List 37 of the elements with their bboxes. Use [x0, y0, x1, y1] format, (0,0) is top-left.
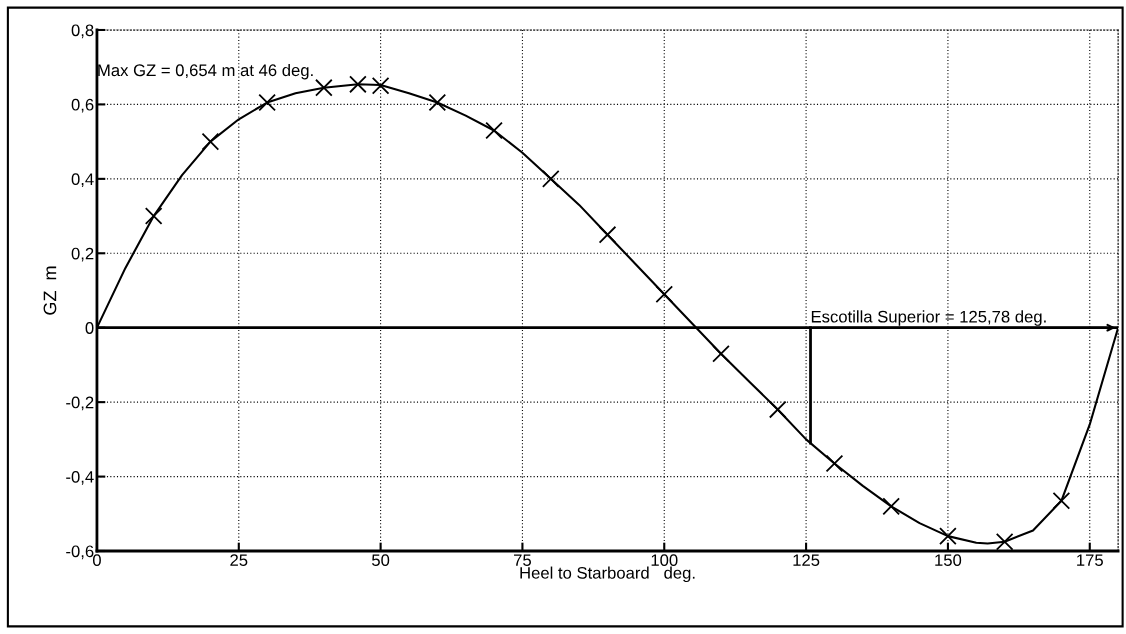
point: [939, 527, 957, 545]
point: [428, 93, 447, 112]
y-tick-label: 0,2: [71, 247, 94, 262]
point: [201, 132, 220, 151]
y-tick-label: -0,6: [66, 545, 94, 560]
x-tick-label: 75: [514, 554, 532, 567]
y-tick-label: 0,4: [71, 173, 94, 188]
y-axis-title: GZ m: [43, 266, 57, 315]
point: [315, 78, 333, 97]
point: [825, 454, 844, 473]
y-tick-label: 0,6: [71, 98, 94, 113]
x-tick-label: 125: [793, 554, 820, 567]
point: [541, 170, 560, 188]
point: [882, 497, 901, 516]
ref-line-label: Escotilla Superior = 125,78 deg.: [811, 310, 1046, 326]
y-tick-label: -0,4: [66, 470, 94, 485]
point: [598, 225, 617, 244]
point: [995, 532, 1014, 551]
x-tick-label: 25: [230, 554, 248, 567]
point: [371, 76, 390, 95]
point: [144, 207, 163, 225]
point: [768, 400, 787, 419]
x-tick-label: 100: [651, 554, 678, 567]
point: [1052, 491, 1071, 510]
x-tick-label: 150: [935, 554, 962, 567]
x-axis-title: Heel to Starboard deg.: [520, 566, 695, 583]
point: [712, 344, 730, 363]
y-tick-label: 0: [85, 322, 94, 334]
point: [485, 121, 503, 140]
x-tick-label: 50: [372, 554, 390, 567]
annotation: Max GZ = 0,654 m at 46 deg.: [98, 63, 313, 80]
point: [258, 93, 276, 112]
y-tick-label: 0,8: [71, 24, 94, 39]
x-tick-label: 175: [1077, 554, 1103, 567]
point: [349, 75, 367, 94]
y-tick-label: -0,2: [66, 396, 94, 411]
point: [655, 285, 674, 304]
